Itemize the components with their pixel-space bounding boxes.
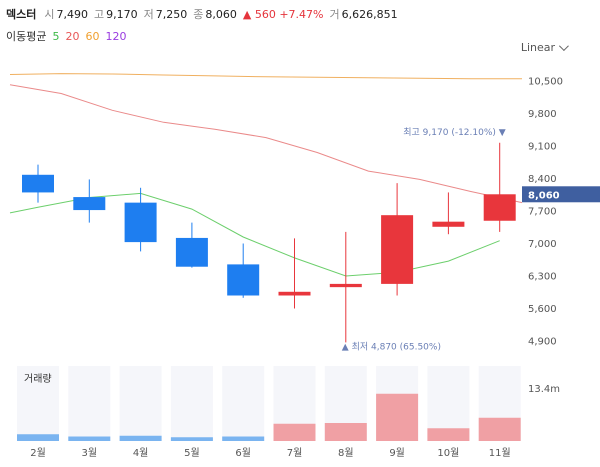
ma60-line [9,73,522,80]
volume-column-bg [119,366,162,441]
y-tick-label: 9,100 [528,142,557,153]
x-tick-label: 2월 [30,447,46,459]
volume-bar [376,393,419,441]
volume-bar [17,434,59,441]
high-annotation: 최고 9,170 (-12.10%) ▼ [403,127,505,138]
y-tick-label: 5,600 [528,304,557,315]
volume-bar [273,423,316,441]
low-annotation: ▲ 최저 4,870 (65.50%) [342,341,441,352]
volume-column-bg [17,366,59,441]
y-tick-label: 7,700 [528,207,557,218]
y-tick-label: 6,300 [528,272,557,283]
x-tick-label: 9월 [389,447,405,459]
candle-body [483,194,516,221]
volume-column-bg [170,366,213,441]
y-tick-label: 4,900 [528,337,557,348]
y-tick-label: 9,800 [528,109,557,120]
ma-5-label: 5 [52,29,60,43]
candle-body [22,174,54,193]
candle-body [227,264,260,296]
moving-average-legend: 이동평균 5 20 60 120 [6,28,132,44]
ma-20-label: 20 [65,29,80,43]
y-tick-label: 10,500 [528,77,563,88]
volume-bar [427,428,470,441]
high-label: 고 [94,8,105,21]
high-value: 9,170 [106,7,138,21]
candle-body [381,215,414,284]
volume-bar [478,417,521,441]
current-price-label: 8,060 [528,190,560,201]
volume-bar [222,436,265,441]
open-value: 7,490 [56,7,89,21]
x-tick-label: 8월 [338,447,354,459]
volume-tick-label: 13.4m [528,384,560,395]
y-tick-label: 8,400 [528,174,557,185]
x-tick-label: 5월 [184,447,200,459]
change-value: ▲ 560 +7.47% [242,7,324,21]
candle-body [175,237,208,267]
scale-dropdown[interactable]: Linear [520,41,569,54]
candle-body [278,291,311,296]
candle-body [432,221,465,227]
volume-panel-label: 거래량 [24,374,52,385]
current-price-badge [522,186,600,203]
low-value: 7,250 [155,7,188,21]
open-label: 시 [44,8,55,21]
volume-bar [324,423,367,441]
stock-header: 덱스터 시 7,490 고 9,170 저 7,250 종 8,060 ▲ 56… [6,4,404,24]
ma-120-label: 120 [105,29,127,43]
candle-body [329,283,362,288]
candle-body [124,202,157,243]
volume-bar [119,435,162,441]
ma-60-label: 60 [85,29,100,43]
volume-value: 6,626,851 [341,7,398,21]
stock-name: 덱스터 [6,8,37,21]
x-tick-label: 11월 [489,447,511,459]
x-tick-label: 3월 [82,447,98,459]
close-label: 종 [193,8,204,21]
volume-column-bg [222,366,265,441]
close-value: 8,060 [205,7,237,21]
ma20-line [9,84,523,204]
scale-dropdown-label: Linear [520,41,555,54]
volume-bar [68,436,111,441]
x-tick-label: 6월 [235,447,251,459]
ma5-line [9,192,500,277]
y-tick-label: 7,000 [528,239,557,250]
x-tick-label: 7월 [287,447,303,459]
x-tick-label: 10월 [437,447,459,459]
volume-column-bg [68,366,111,441]
volume-bar [170,437,213,441]
low-label: 저 [143,8,154,21]
ma-label: 이동평균 [6,30,47,43]
x-tick-label: 4월 [133,447,149,459]
candle-body [73,197,106,211]
volume-label: 거 [329,8,340,21]
